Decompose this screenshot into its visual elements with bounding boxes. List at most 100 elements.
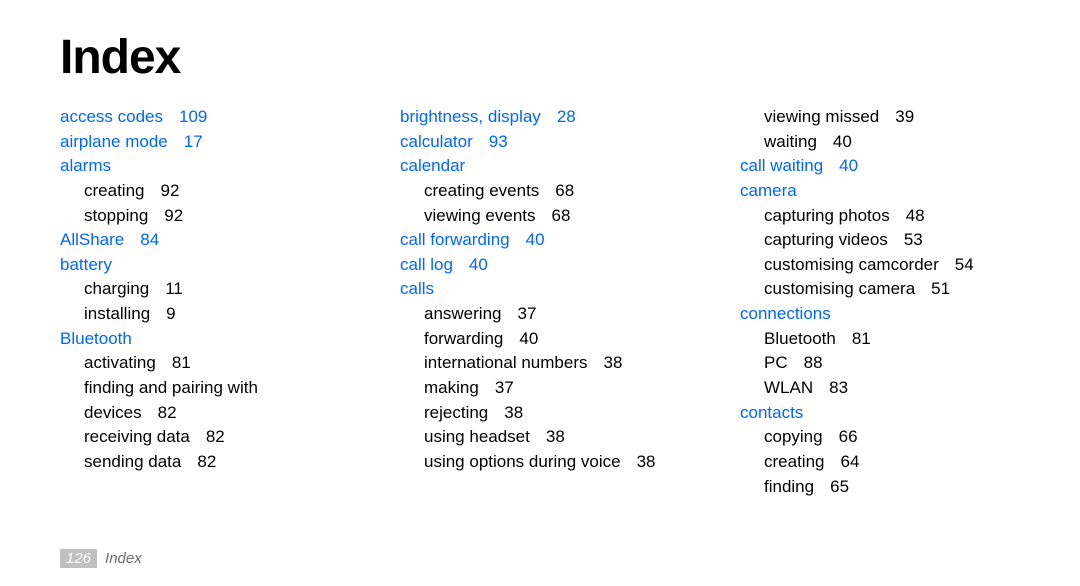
index-subentry[interactable]: customising camera51 (740, 277, 1020, 302)
index-term: alarms (60, 156, 111, 175)
index-subentry[interactable]: rejecting 38 (400, 401, 680, 426)
index-page-ref: 38 (637, 452, 656, 471)
index-page-ref: 66 (839, 427, 858, 446)
index-term: call forwarding (400, 230, 510, 249)
index-subentry[interactable]: WLAN83 (740, 376, 1020, 401)
index-term-line1: finding and pairing with (84, 376, 340, 401)
index-subentry[interactable]: finding and pairing withdevices82 (60, 376, 340, 425)
index-page-ref: 11 (165, 279, 183, 298)
index-heading[interactable]: call waiting 40 (740, 154, 1020, 179)
index-term-line2: devices (84, 403, 142, 422)
index-subentry[interactable]: creating events 68 (400, 179, 680, 204)
index-subentry[interactable]: customising camcorder54 (740, 253, 1020, 278)
index-subentry[interactable]: PC88 (740, 351, 1020, 376)
index-page-ref: 81 (852, 329, 871, 348)
index-page-ref: 93 (489, 132, 508, 151)
index-term: viewing events (424, 206, 536, 225)
index-page-ref: 92 (164, 206, 183, 225)
index-page-ref: 109 (179, 107, 207, 126)
index-subentry[interactable]: Bluetooth 81 (740, 327, 1020, 352)
index-subentry[interactable]: answering37 (400, 302, 680, 327)
index-term: receiving data (84, 427, 190, 446)
index-subentry[interactable]: finding65 (740, 475, 1020, 500)
index-subentry[interactable]: making37 (400, 376, 680, 401)
index-subentry[interactable]: using headset38 (400, 425, 680, 450)
index-subentry[interactable]: forwarding 40 (400, 327, 680, 352)
index-term: forwarding (424, 329, 503, 348)
index-column-1: access codes 109 airplane mode17alarms crea… (60, 105, 340, 499)
index-heading[interactable]: airplane mode17 (60, 130, 340, 155)
index-column-3: viewing missed39waiting40call waiting40c… (740, 105, 1020, 499)
index-heading[interactable]: Bluetooth (60, 327, 340, 352)
index-subentry[interactable]: viewing missed39 (740, 105, 1020, 130)
index-page-ref: 53 (904, 230, 923, 249)
index-page-ref: 68 (555, 181, 574, 200)
index-page-ref: 92 (160, 181, 179, 200)
index-subentry[interactable]: capturing videos53 (740, 228, 1020, 253)
index-heading[interactable]: brightness, display28 (400, 105, 680, 130)
index-heading[interactable]: access codes 109 (60, 105, 340, 130)
index-term: battery (60, 255, 112, 274)
index-term: contacts (740, 403, 803, 422)
index-heading[interactable]: camera (740, 179, 1020, 204)
index-page-ref: 28 (557, 107, 576, 126)
index-term: international numbers (424, 353, 587, 372)
index-term: rejecting (424, 403, 488, 422)
index-page-ref: 40 (519, 329, 538, 348)
index-heading[interactable]: contacts (740, 401, 1020, 426)
index-heading[interactable]: call forwarding40 (400, 228, 680, 253)
index-heading[interactable]: call log 40 (400, 253, 680, 278)
index-page-ref: 81 (172, 353, 191, 372)
index-subentry[interactable]: activating 81 (60, 351, 340, 376)
index-heading[interactable]: connections (740, 302, 1020, 327)
index-subentry[interactable]: charging11 (60, 277, 340, 302)
index-page-ref: 38 (504, 403, 523, 422)
index-heading[interactable]: calculator 93 (400, 130, 680, 155)
index-term: access codes (60, 107, 163, 126)
index-term: customising camcorder (764, 255, 939, 274)
index-term: calendar (400, 156, 465, 175)
index-term: call log (400, 255, 453, 274)
page-number: 126 (60, 549, 97, 568)
index-page-ref: 40 (839, 156, 858, 175)
index-page-ref: 82 (206, 427, 225, 446)
index-page-ref: 65 (830, 477, 849, 496)
index-heading[interactable]: battery (60, 253, 340, 278)
index-term: stopping (84, 206, 148, 225)
index-term: Bluetooth (764, 329, 836, 348)
index-term: WLAN (764, 378, 813, 397)
index-subentry[interactable]: stopping 92 (60, 204, 340, 229)
index-term: creating (764, 452, 824, 471)
index-heading[interactable]: calls (400, 277, 680, 302)
index-subentry[interactable]: receiving data 82 (60, 425, 340, 450)
index-heading[interactable]: calendar (400, 154, 680, 179)
index-subentry[interactable]: using options during voice38 (400, 450, 680, 475)
index-page-ref: 68 (552, 206, 571, 225)
index-term: activating (84, 353, 156, 372)
index-columns: access codes 109 airplane mode17alarms crea… (60, 105, 1020, 499)
index-subentry[interactable]: viewing events 68 (400, 204, 680, 229)
index-page-ref: 40 (469, 255, 488, 274)
index-term: creating events (424, 181, 539, 200)
index-term: call waiting (740, 156, 823, 175)
index-heading[interactable]: alarms (60, 154, 340, 179)
index-subentry[interactable]: creating92 (60, 179, 340, 204)
index-term: calculator (400, 132, 473, 151)
index-term: using headset (424, 427, 530, 446)
index-heading[interactable]: AllShare84 (60, 228, 340, 253)
index-subentry[interactable]: copying66 (740, 425, 1020, 450)
index-subentry[interactable]: sending data82 (60, 450, 340, 475)
index-page-ref: 82 (197, 452, 216, 471)
index-page-ref: 38 (603, 353, 622, 372)
index-subentry[interactable]: creating64 (740, 450, 1020, 475)
index-subentry[interactable]: waiting40 (740, 130, 1020, 155)
index-subentry[interactable]: capturing photos48 (740, 204, 1020, 229)
index-subentry[interactable]: international numbers 38 (400, 351, 680, 376)
index-term: Bluetooth (60, 329, 132, 348)
index-term: airplane mode (60, 132, 168, 151)
index-term: customising camera (764, 279, 915, 298)
index-subentry[interactable]: installing9 (60, 302, 340, 327)
index-term: waiting (764, 132, 817, 151)
index-term: PC (764, 353, 788, 372)
index-term: calls (400, 279, 434, 298)
